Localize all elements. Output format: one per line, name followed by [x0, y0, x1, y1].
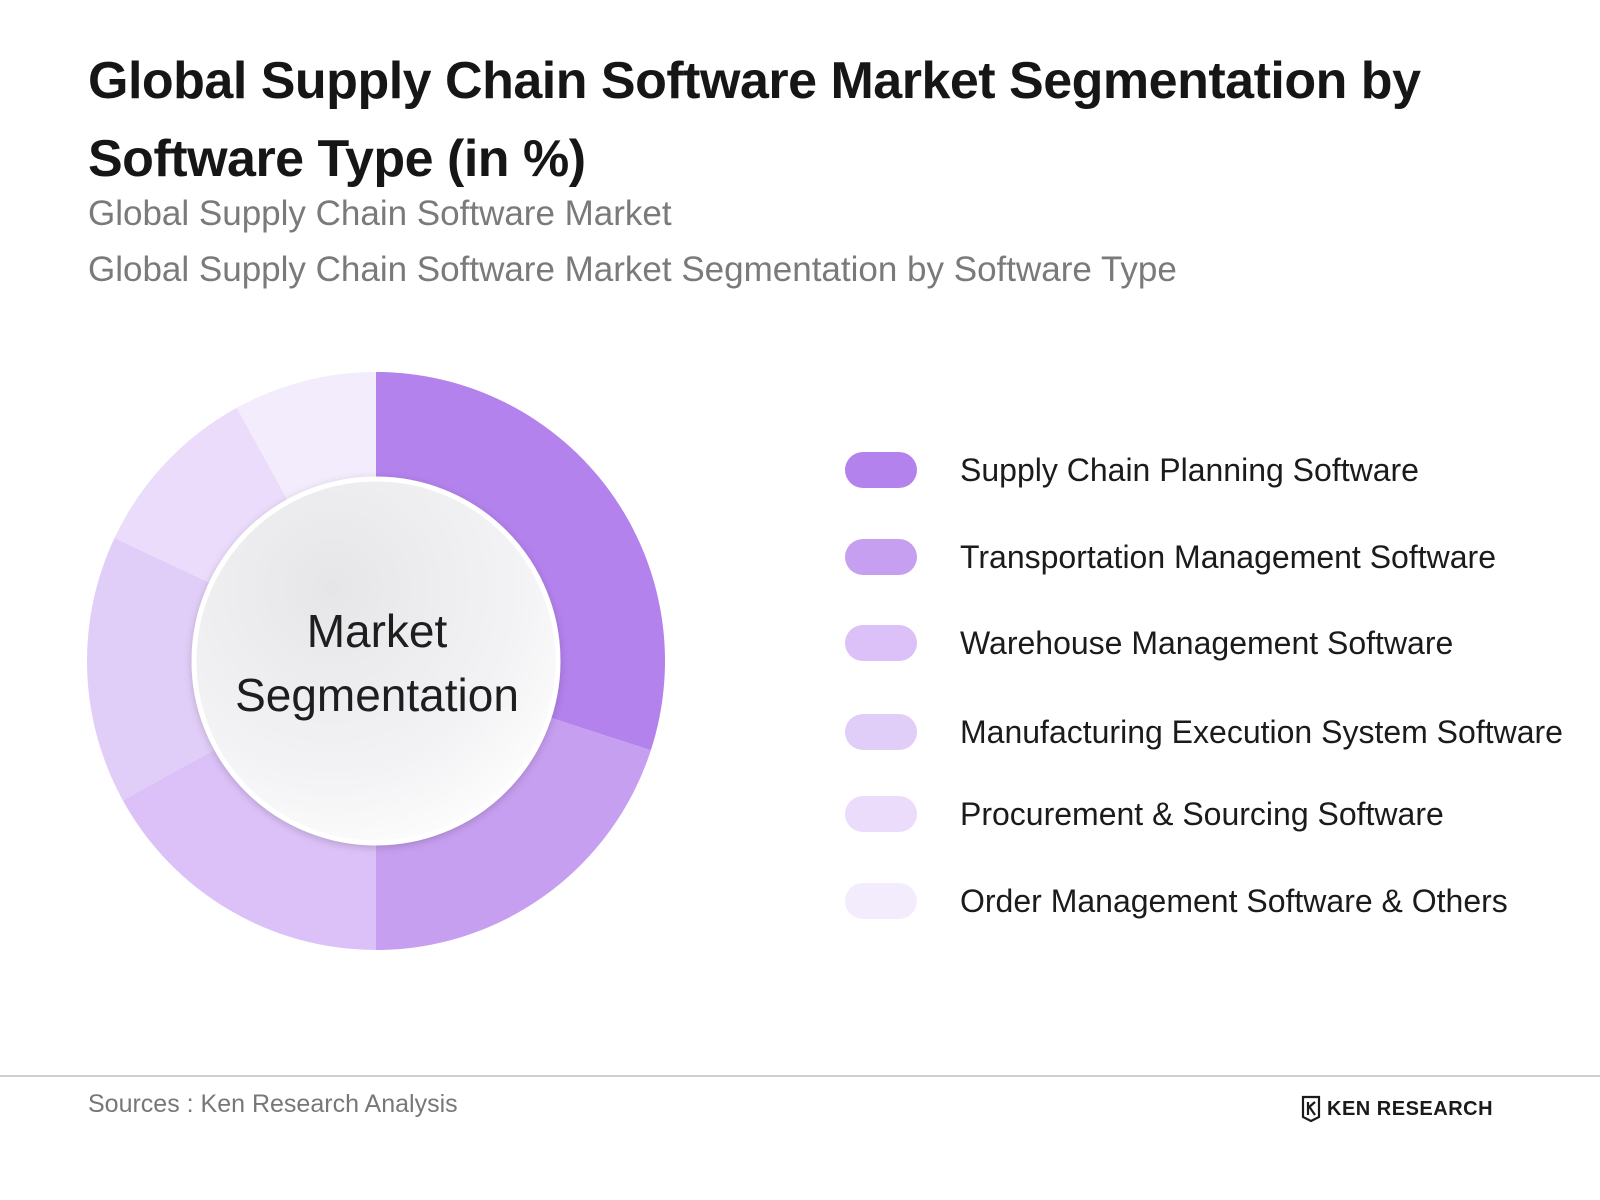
chart-subtitle-segmentation: Global Supply Chain Software Market Segm… [88, 250, 1177, 289]
center-label-line-2: Segmentation [235, 669, 519, 721]
legend-swatch [845, 883, 917, 919]
legend-swatch [845, 625, 917, 661]
legend-swatch [845, 796, 917, 832]
donut-center-hub [191, 476, 561, 846]
donut-chart [87, 372, 665, 950]
donut-slice-6 [236, 372, 376, 504]
legend-label: Supply Chain Planning Software [960, 451, 1419, 488]
donut-slice-3 [122, 747, 376, 950]
ken-research-logo-icon [1301, 1095, 1321, 1123]
legend-item: Manufacturing Execution System Software [845, 712, 1563, 752]
legend-item: Procurement & Sourcing Software [845, 794, 1444, 834]
chart-subtitle-market: Global Supply Chain Software Market [88, 194, 672, 233]
legend-item: Supply Chain Planning Software [845, 450, 1419, 490]
legend-item: Warehouse Management Software [845, 623, 1453, 663]
legend-label: Warehouse Management Software [960, 624, 1454, 661]
brand-logo: KEN RESEARCH [1300, 1094, 1493, 1124]
chart-title: Global Supply Chain Software Market Segm… [88, 52, 1421, 188]
legend-swatch [845, 539, 917, 575]
legend-label: Manufacturing Execution System Software [960, 713, 1563, 750]
legend-swatch [845, 452, 917, 488]
footer-divider [0, 1075, 1600, 1077]
donut-slices [87, 372, 665, 950]
center-label-line-1: Market [306, 605, 448, 657]
brand-name: KEN RESEARCH [1327, 1097, 1494, 1120]
donut-center-label: Market Segmentation [196, 482, 558, 844]
legend-label: Order Management Software & Others [960, 882, 1508, 919]
donut-slice-4 [87, 537, 219, 801]
legend-swatch [845, 714, 917, 750]
legend-label: Procurement & Sourcing Software [960, 795, 1444, 832]
legend-item: Transportation Management Software [845, 537, 1496, 577]
sources-note: Sources : Ken Research Analysis [88, 1090, 458, 1118]
donut-slice-5 [114, 407, 290, 585]
legend-item: Order Management Software & Others [845, 881, 1508, 921]
legend-label: Transportation Management Software [960, 538, 1496, 575]
donut-slice-2 [376, 716, 651, 950]
donut-slice-1 [376, 372, 665, 751]
